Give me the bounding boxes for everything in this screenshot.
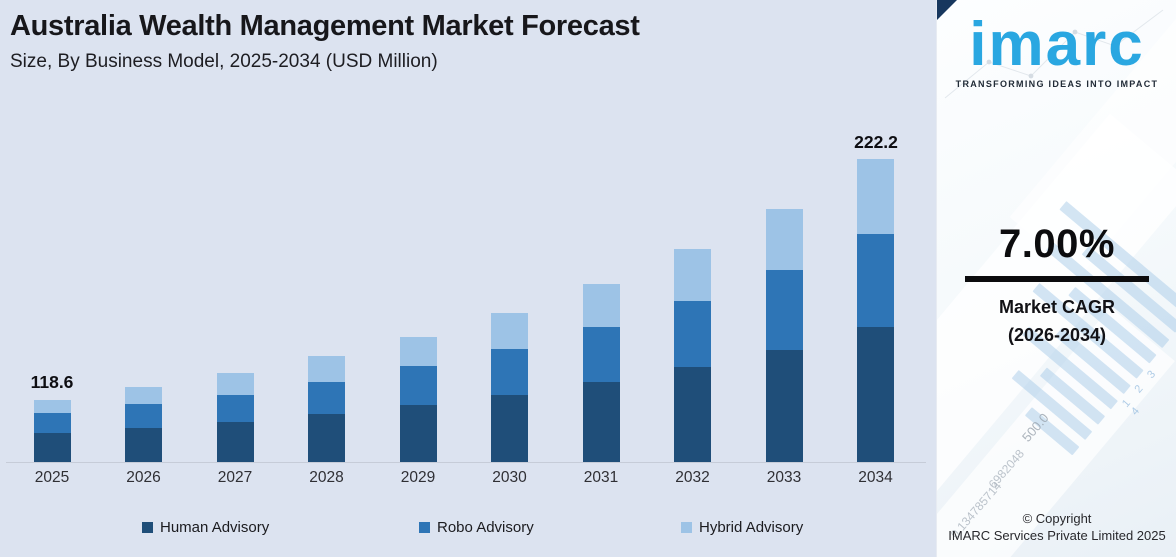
segment-human-advisory	[765, 350, 803, 462]
legend-item-human-advisory: Human Advisory	[142, 519, 269, 536]
legend-label: Robo Advisory	[437, 519, 534, 536]
segment-human-advisory	[857, 326, 894, 462]
segment-robo-advisory	[33, 413, 71, 433]
segment-hybrid-advisory	[674, 249, 711, 302]
year-label-2034: 2034	[858, 469, 893, 486]
segment-human-advisory	[125, 427, 162, 462]
year-label-2033: 2033	[766, 469, 802, 486]
cagr-period: (2026-2034)	[1007, 324, 1107, 345]
segment-robo-advisory	[216, 395, 254, 423]
cagr-underline	[965, 276, 1149, 282]
data-label-last: 222.2	[854, 132, 898, 152]
imarc-logo-tagline: TRANSFORMING IDEAS INTO IMPACT	[955, 79, 1159, 90]
x-axis-line	[6, 462, 926, 463]
year-label-2025: 2025	[34, 469, 70, 486]
imarc-logo-text: imarc	[969, 10, 1145, 79]
segment-robo-advisory	[399, 366, 437, 406]
segment-hybrid-advisory	[857, 158, 894, 234]
x-axis-labels: 2025 2026 2027 2028 2029 2030 2031 2032 2033 2034	[0, 469, 936, 489]
segment-robo-advisory	[582, 326, 620, 382]
stacked-bar-2026	[125, 387, 162, 462]
cagr-label: Market CAGR	[998, 297, 1116, 317]
stacked-bar-2034	[857, 158, 894, 462]
segment-human-advisory	[216, 422, 254, 462]
segment-robo-advisory	[308, 382, 345, 415]
segment-human-advisory	[582, 381, 620, 462]
segment-human-advisory	[491, 394, 528, 462]
imarc-logo: imarc TRANSFORMING IDEAS INTO IMPACT	[937, 12, 1176, 89]
cagr-block: 7.00% Market CAGR (2026-2034)	[937, 222, 1176, 350]
segment-hybrid-advisory	[216, 373, 254, 396]
legend-swatch-robo-advisory	[419, 522, 430, 533]
segment-human-advisory	[308, 414, 345, 462]
segment-hybrid-advisory	[765, 208, 803, 270]
segment-hybrid-advisory	[491, 312, 528, 349]
stacked-bar-2032	[674, 249, 711, 462]
copyright-line2: IMARC Services Private Limited 2025	[948, 528, 1166, 544]
cagr-value: 7.00%	[999, 222, 1115, 266]
data-label-first: 118.6	[30, 372, 74, 392]
legend-item-hybrid-advisory: Hybrid Advisory	[681, 519, 803, 536]
segment-hybrid-advisory	[33, 399, 71, 414]
legend-swatch-human-advisory	[142, 522, 153, 533]
segment-hybrid-advisory	[399, 337, 437, 367]
legend-swatch-hybrid-advisory	[681, 522, 692, 533]
segment-hybrid-advisory	[125, 387, 162, 405]
year-label-2030: 2030	[492, 469, 527, 486]
copyright: © Copyright IMARC Services Private Limit…	[937, 510, 1176, 545]
stacked-bar-2033	[765, 208, 803, 462]
copyright-line1: © Copyright	[1022, 510, 1092, 526]
segment-human-advisory	[674, 367, 711, 462]
page-title: Australia Wealth Management Market Forec…	[10, 10, 640, 42]
year-label-2029: 2029	[400, 469, 436, 486]
segment-robo-advisory	[125, 404, 162, 428]
stacked-bar-2030	[491, 312, 528, 462]
segment-human-advisory	[33, 432, 71, 462]
segment-robo-advisory	[674, 301, 711, 368]
year-label-2026: 2026	[126, 469, 161, 486]
stacked-bar-2025	[33, 399, 71, 462]
network-lines-decoration	[944, 9, 1164, 99]
plot-area	[0, 129, 936, 463]
page-subtitle: Size, By Business Model, 2025-2034 (USD …	[10, 51, 438, 73]
stacked-bar-2028	[308, 356, 345, 462]
legend-label: Hybrid Advisory	[699, 519, 804, 536]
legend: Human Advisory Robo Advisory Hybrid Advi…	[0, 519, 936, 539]
year-label-2028: 2028	[309, 469, 344, 486]
segment-robo-advisory	[491, 348, 528, 395]
stacked-bar-2029	[399, 337, 437, 462]
year-label-2032: 2032	[675, 469, 710, 486]
brand-panel: 500.0 1 2 3 4 6982048 0.134785714 imarc …	[936, 0, 1176, 557]
year-label-2031: 2031	[583, 469, 619, 486]
segment-human-advisory	[399, 405, 437, 462]
legend-label: Human Advisory	[160, 519, 270, 536]
segment-hybrid-advisory	[308, 356, 345, 383]
stacked-bar-2031	[582, 283, 620, 462]
corner-accent	[937, 0, 957, 20]
segment-robo-advisory	[857, 233, 894, 327]
legend-item-robo-advisory: Robo Advisory	[419, 519, 534, 536]
segment-hybrid-advisory	[582, 283, 620, 327]
stacked-bar-2027	[216, 373, 254, 462]
header: Australia Wealth Management Market Forec…	[10, 8, 640, 73]
year-label-2027: 2027	[217, 469, 253, 486]
segment-robo-advisory	[765, 269, 803, 351]
